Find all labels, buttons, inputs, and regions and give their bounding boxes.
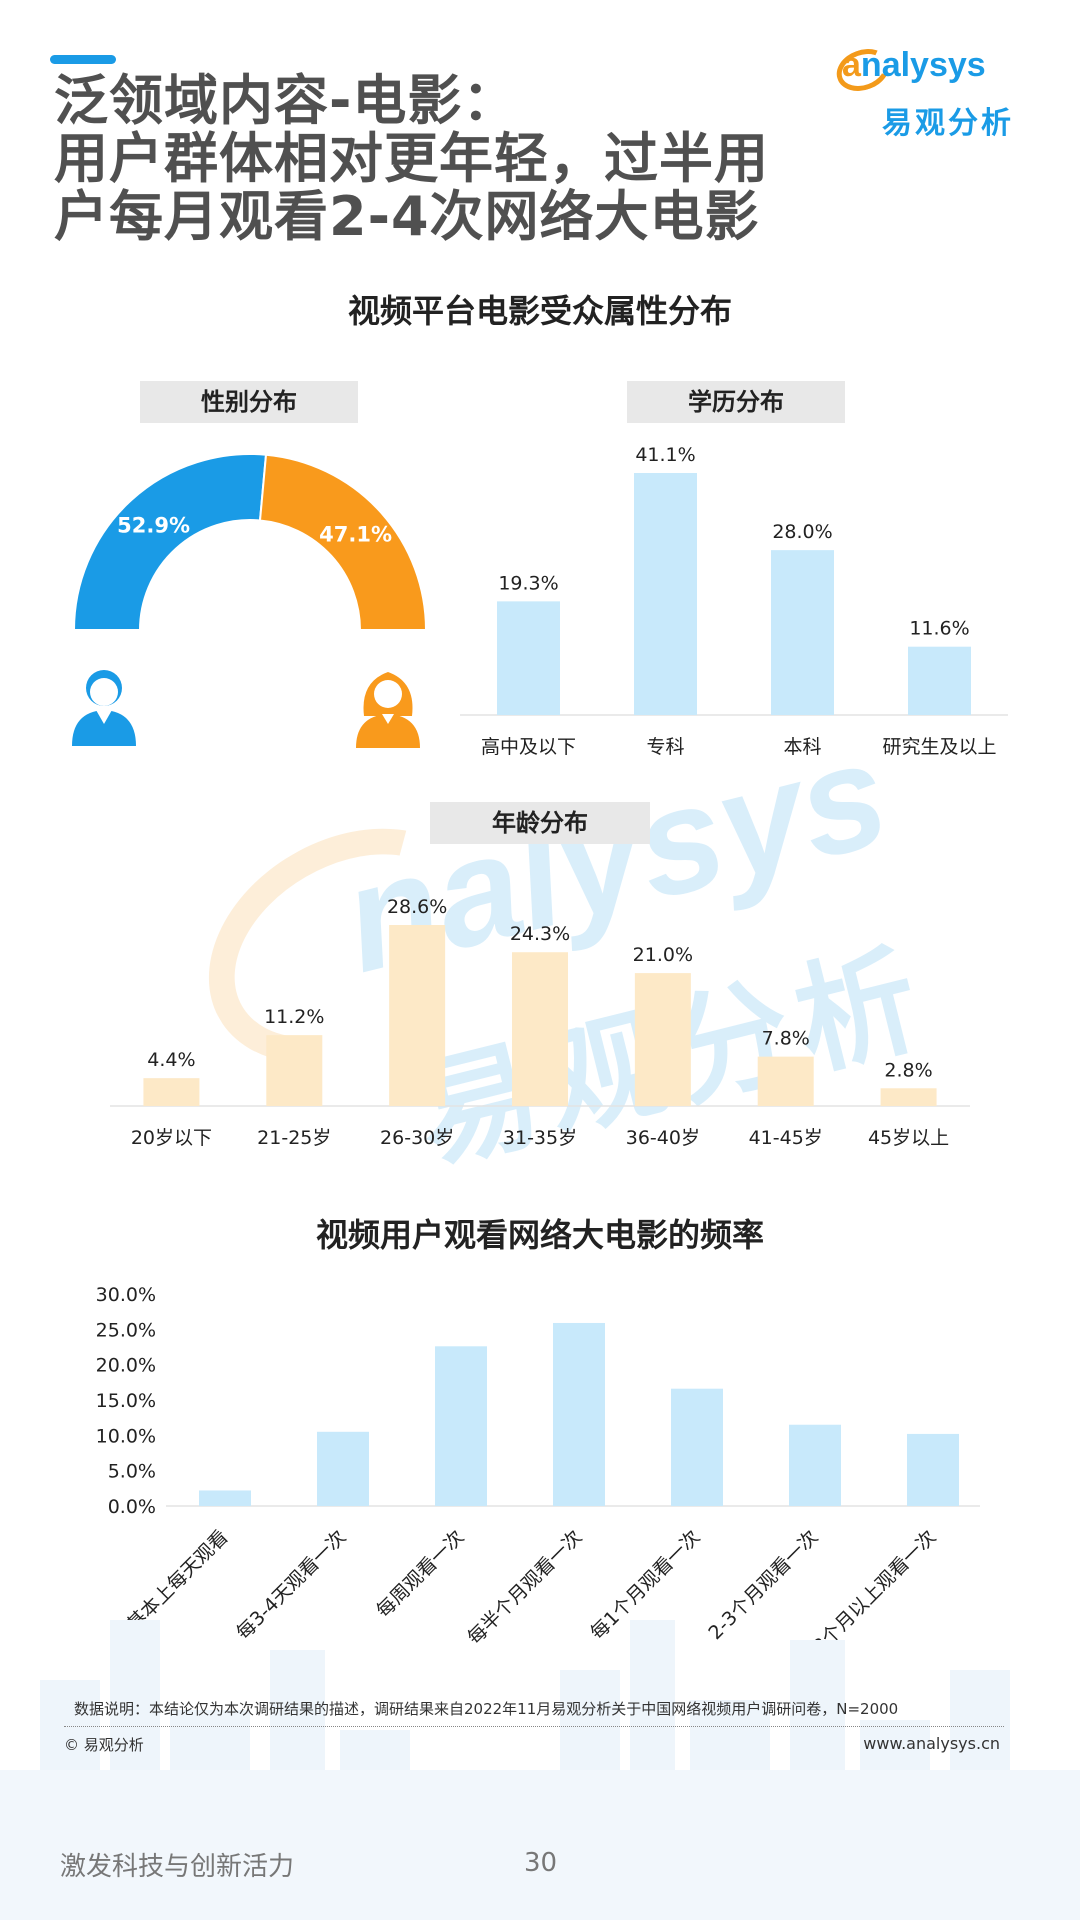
section-title-frequency: 视频用户观看网络大电影的频率	[315, 1216, 764, 1254]
female-collar	[382, 714, 394, 724]
frequency-bar-3	[553, 1322, 605, 1506]
frequency-ytick-3: 15.0%	[96, 1390, 156, 1412]
age-bar-0	[143, 1078, 200, 1106]
frequency-category-label-0: 基本上每天观看	[123, 1526, 233, 1636]
age-value-label-5: 7.8%	[762, 1028, 810, 1050]
female-face	[374, 680, 402, 708]
gender-slice-0	[72, 453, 268, 631]
frequency-ytick-1: 5.0%	[108, 1461, 156, 1483]
age-category-label-5: 41-45岁	[749, 1127, 823, 1149]
education-bar-0	[497, 601, 560, 715]
age-bar-6	[880, 1088, 937, 1106]
age-category-label-2: 26-30岁	[380, 1127, 454, 1149]
frequency-ytick-2: 10.0%	[96, 1425, 156, 1447]
age-bar-3	[512, 952, 568, 1106]
education-category-label-1: 专科	[646, 736, 684, 758]
age-category-label-3: 31-35岁	[503, 1127, 577, 1149]
frequency-bar-0	[199, 1490, 251, 1506]
analysys-logo: analysys 易观分析	[830, 41, 1032, 146]
frequency-bar-2	[435, 1346, 487, 1506]
education-chart-title: 学历分布	[627, 381, 845, 423]
frequency-category-label-6: 3个月以上观看一次	[809, 1526, 941, 1658]
female-body	[356, 714, 420, 748]
education-category-label-0: 高中及以下	[481, 736, 576, 758]
education-value-label-2: 28.0%	[772, 521, 832, 543]
age-bar-2	[389, 925, 446, 1106]
gender-slice-label-0: 52.9%	[117, 513, 190, 537]
page-number: 30	[524, 1848, 558, 1878]
male-face	[90, 678, 118, 706]
age-value-label-0: 4.4%	[147, 1049, 195, 1071]
slogan: 激发科技与创新活力	[60, 1852, 295, 1882]
frequency-bar-6	[907, 1433, 959, 1506]
footer-divider	[64, 1726, 1004, 1727]
education-value-label-3: 11.6%	[909, 618, 969, 640]
frequency-category-label-1: 每3-4天观看一次	[232, 1526, 350, 1644]
age-bar-chart: 4.4% 20岁以下 11.2% 21-25岁 28.6% 26-30岁 24.3% 31-3…	[110, 896, 970, 1149]
age-category-label-6: 45岁以上	[868, 1127, 949, 1149]
title-line-3: 户每月观看2-4次网络大电影	[54, 185, 760, 248]
frequency-bar-chart: 0.0% 5.0% 10.0% 15.0% 20.0% 25.0% 30.0% 基本上每天观看…	[96, 1284, 980, 1658]
frequency-category-label-3: 每半个月观看一次	[463, 1526, 586, 1649]
female-user-icon	[356, 672, 420, 748]
gender-slice-1	[258, 453, 428, 631]
education-bar-2	[771, 550, 834, 715]
title-line-2: 用户群体相对更年轻，过半用	[54, 127, 769, 190]
frequency-category-label-5: 2-3个月观看一次	[704, 1526, 822, 1644]
age-value-label-4: 21.0%	[633, 944, 693, 966]
gender-chart-title: 性别分布	[140, 381, 358, 423]
age-category-label-4: 36-40岁	[626, 1127, 700, 1149]
male-body	[72, 710, 136, 746]
age-category-label-0: 20岁以下	[131, 1127, 212, 1149]
male-collar	[96, 710, 112, 724]
logo-text-cn: 易观分析	[882, 106, 1014, 141]
page-title: 泛领域内容-电影： 用户群体相对更年轻，过半用 户每月观看2-4次网络大电影	[54, 72, 769, 246]
gender-donut-chart: 52.9% 47.1%	[72, 453, 428, 748]
education-category-label-2: 本科	[783, 736, 821, 758]
frequency-bar-4	[671, 1388, 723, 1506]
frequency-ytick-6: 30.0%	[96, 1284, 156, 1306]
age-value-label-2: 28.6%	[387, 896, 447, 918]
age-bar-4	[634, 973, 691, 1106]
education-value-label-1: 41.1%	[635, 444, 695, 466]
frequency-ytick-4: 20.0%	[96, 1355, 156, 1377]
copyright: © 易观分析	[64, 1736, 144, 1754]
frequency-bar-5	[789, 1424, 841, 1506]
frequency-ytick-0: 0.0%	[108, 1496, 156, 1518]
frequency-category-label-2: 每周观看一次	[372, 1526, 468, 1622]
gender-slice-label-1: 47.1%	[319, 523, 392, 547]
title-line-1: 泛领域内容-电影：	[54, 69, 518, 132]
male-user-icon	[72, 670, 136, 746]
logo-text-en: analysys	[842, 46, 986, 84]
age-value-label-3: 24.3%	[510, 923, 570, 945]
website-link[interactable]: www.analysys.cn	[863, 1734, 1000, 1753]
title-accent-bar	[50, 55, 116, 64]
education-value-label-0: 19.3%	[498, 572, 558, 594]
age-category-label-1: 21-25岁	[257, 1127, 331, 1149]
education-category-label-3: 研究生及以上	[882, 736, 996, 758]
education-bar-chart: 19.3% 高中及以下 41.1% 专科 28.0% 本科 11.6% 研究生及以上	[460, 444, 1008, 758]
frequency-category-label-4: 每1个月观看一次	[586, 1526, 704, 1644]
age-value-label-6: 2.8%	[884, 1059, 932, 1081]
age-bar-1	[266, 1035, 323, 1106]
age-chart-title: 年龄分布	[430, 802, 650, 844]
education-bar-3	[908, 646, 971, 715]
data-note: 数据说明：本结论仅为本次调研结果的描述，调研结果来自2022年11月易观分析关于…	[74, 1700, 899, 1718]
section-title-audience: 视频平台电影受众属性分布	[347, 292, 732, 330]
age-bar-5	[757, 1056, 814, 1106]
education-bar-1	[634, 473, 697, 715]
age-value-label-1: 11.2%	[264, 1006, 324, 1028]
frequency-bar-1	[317, 1431, 369, 1506]
frequency-ytick-5: 25.0%	[96, 1319, 156, 1341]
